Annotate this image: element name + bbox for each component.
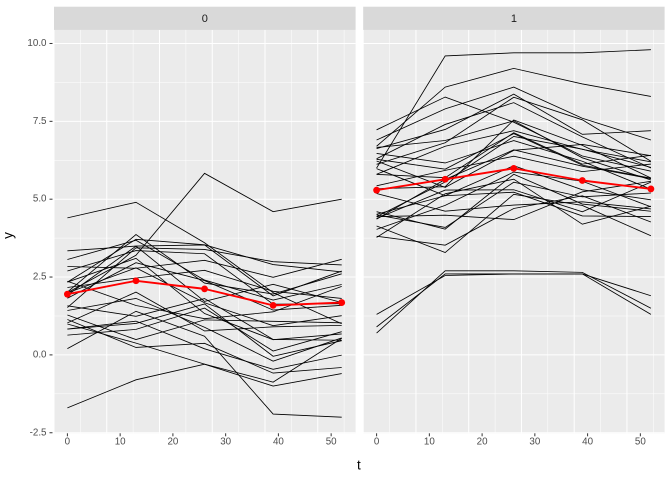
svg-text:10: 10 [424, 437, 435, 448]
svg-text:30: 30 [220, 437, 231, 448]
svg-text:t: t [357, 458, 361, 473]
svg-text:50: 50 [326, 437, 337, 448]
svg-text:0: 0 [202, 13, 208, 25]
svg-text:2.5: 2.5 [33, 272, 47, 283]
svg-text:-2.5: -2.5 [30, 427, 47, 438]
svg-text:0: 0 [374, 437, 380, 448]
svg-text:5.0: 5.0 [33, 194, 47, 205]
svg-text:40: 40 [582, 437, 593, 448]
svg-text:0.0: 0.0 [33, 349, 47, 360]
svg-text:30: 30 [529, 437, 540, 448]
svg-text:20: 20 [167, 437, 178, 448]
svg-text:50: 50 [635, 437, 646, 448]
svg-text:10.0: 10.0 [27, 38, 47, 49]
svg-text:7.5: 7.5 [33, 116, 47, 127]
svg-text:y: y [1, 232, 16, 239]
svg-text:10: 10 [115, 437, 126, 448]
svg-text:0: 0 [65, 437, 71, 448]
svg-text:40: 40 [273, 437, 284, 448]
svg-text:20: 20 [477, 437, 488, 448]
svg-text:1: 1 [511, 13, 517, 25]
